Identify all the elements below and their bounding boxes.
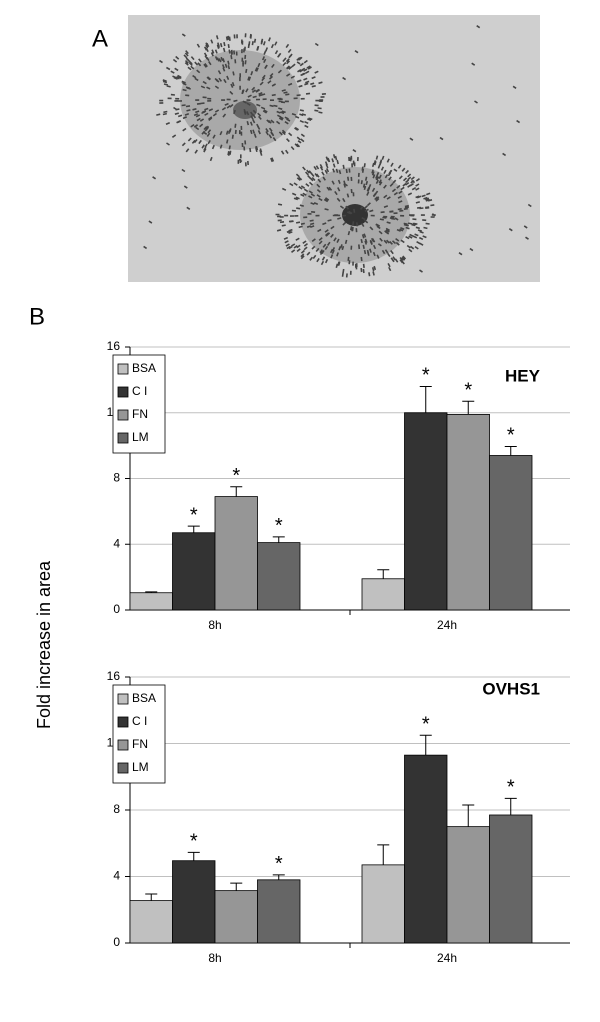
cells: [143, 25, 532, 278]
y-axis-label: Fold increase in area: [34, 560, 54, 729]
error-bar: [187, 851, 200, 861]
bar: [446, 826, 490, 944]
significance: *: [275, 853, 283, 875]
legend-label: LM: [132, 760, 149, 774]
legend-swatch: [117, 693, 129, 705]
y-tick-label: 0: [113, 935, 120, 949]
bar: [361, 864, 405, 944]
y-tick-label: 4: [113, 536, 120, 550]
y-tick-label: 8: [113, 471, 120, 485]
y-tick-label: 8: [113, 802, 120, 816]
x-tick-label: 8h: [208, 951, 221, 965]
bar: [489, 455, 533, 611]
bar: [214, 496, 258, 611]
error-bar: [504, 445, 517, 456]
legend-label: BSA: [132, 691, 156, 705]
chart-title: HEY: [505, 366, 541, 385]
bar: [172, 860, 216, 944]
legend-swatch: [117, 363, 129, 375]
error-bar: [272, 874, 285, 880]
significance: *: [190, 831, 198, 853]
error-bar: [230, 486, 243, 497]
bar: [404, 754, 448, 944]
bar: [361, 578, 405, 611]
error-bar: [377, 569, 390, 579]
error-bar: [145, 893, 158, 901]
legend-label: BSA: [132, 361, 156, 375]
bar: [129, 900, 173, 944]
error-bar: [419, 385, 432, 413]
legend-swatch: [117, 386, 129, 398]
panel-label: B: [29, 303, 45, 330]
legend-swatch: [117, 716, 129, 728]
error-bar: [462, 400, 475, 415]
error-bar: [230, 882, 243, 891]
bar: [129, 592, 173, 611]
significance: *: [422, 713, 430, 735]
legend-label: C I: [132, 384, 147, 398]
bar: [257, 542, 301, 611]
legend-label: FN: [132, 737, 148, 751]
x-tick-label: 24h: [437, 951, 457, 965]
y-tick-label: 0: [113, 602, 120, 616]
significance: *: [190, 504, 198, 526]
bar: [257, 879, 301, 944]
error-bar: [272, 536, 285, 543]
error-bar: [462, 804, 475, 827]
legend-swatch: [117, 432, 129, 444]
bar: [214, 890, 258, 944]
error-bar: [504, 797, 517, 815]
x-tick-label: 24h: [437, 618, 457, 632]
significance: *: [232, 465, 240, 487]
bar: [446, 413, 490, 611]
legend-label: LM: [132, 430, 149, 444]
bar: [404, 412, 448, 611]
legend-label: FN: [132, 407, 148, 421]
significance: *: [464, 380, 472, 402]
error-bar: [419, 734, 432, 756]
panel-label: A: [92, 25, 108, 52]
error-bar: [377, 844, 390, 865]
legend-swatch: [117, 762, 129, 774]
spheroid: [180, 50, 300, 150]
bar: [172, 532, 216, 611]
significance: *: [275, 515, 283, 537]
error-bar: [145, 591, 158, 593]
legend-label: C I: [132, 714, 147, 728]
y-tick-label: 16: [107, 669, 121, 683]
error-bar: [187, 525, 200, 533]
legend-swatch: [117, 739, 129, 751]
y-tick-label: 4: [113, 869, 120, 883]
bar: [489, 814, 533, 944]
legend-swatch: [117, 409, 129, 421]
significance: *: [507, 777, 515, 799]
x-tick-label: 8h: [208, 618, 221, 632]
y-tick-label: 16: [107, 339, 121, 353]
significance: *: [422, 365, 430, 387]
chart-title: OVHS1: [482, 679, 540, 698]
significance: *: [507, 425, 515, 447]
